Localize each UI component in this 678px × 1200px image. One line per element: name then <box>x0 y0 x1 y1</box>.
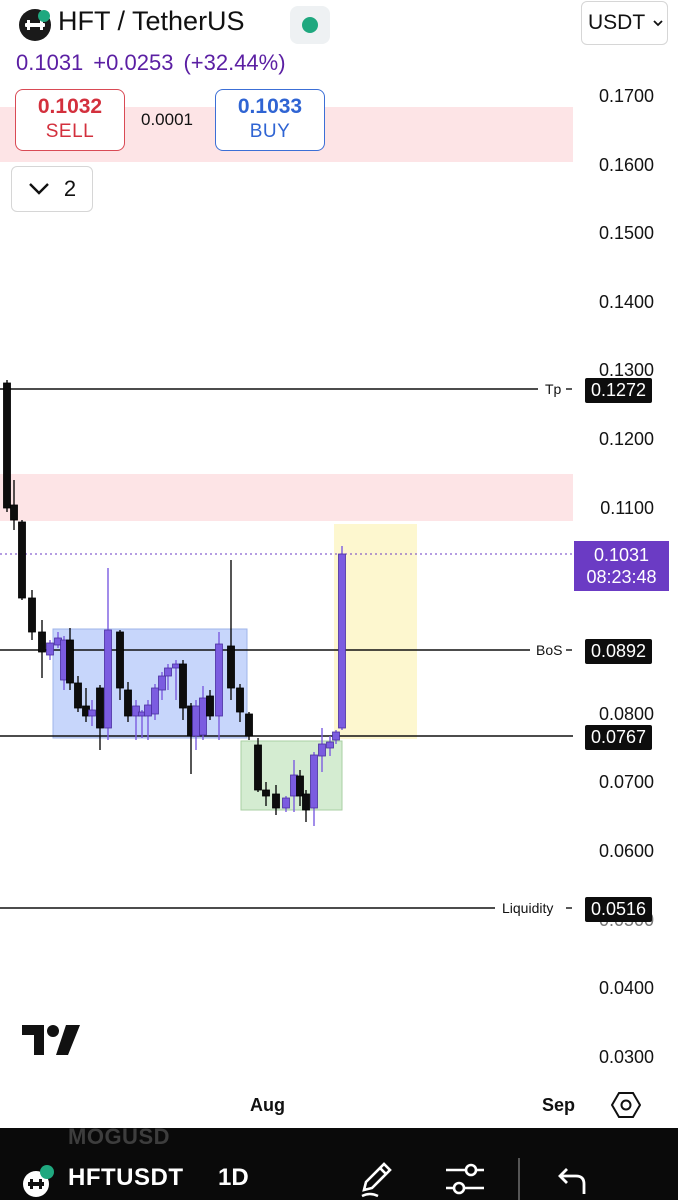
toolbar-divider <box>518 1158 520 1200</box>
candle-body <box>254 744 262 791</box>
supply-zone-mid <box>0 474 573 521</box>
sell-button[interactable]: 0.1032 SELL <box>15 89 125 151</box>
candle-body <box>172 663 180 669</box>
candle-body <box>272 793 280 809</box>
price-tick: 0.0600 <box>598 841 654 861</box>
candle-body <box>326 741 334 749</box>
currency-value: USDT <box>588 11 646 34</box>
candle-body <box>282 797 290 809</box>
candle-body <box>116 631 124 689</box>
page-title[interactable]: HFT / TetherUS <box>58 6 245 36</box>
price-tick: 0.1100 <box>600 498 654 518</box>
support-price-badge: 0.0767 <box>585 725 653 750</box>
liquidity-price-badge: 0.0516 <box>585 897 653 922</box>
interval-selector[interactable]: 1D <box>218 1164 249 1191</box>
price-tick: 0.0400 <box>598 978 654 998</box>
price-tick: 0.1700 <box>598 86 654 106</box>
chevron-down-icon <box>29 183 49 195</box>
candles <box>3 380 346 826</box>
chevron-down-icon <box>653 20 663 27</box>
sell-label: SELL <box>45 121 95 142</box>
liquidity-label: Liquidity <box>502 900 554 916</box>
price-tick: 0.0800 <box>598 704 654 724</box>
target-zone <box>334 524 417 739</box>
price-summary: 0.1031 +0.0253 (+32.44%) <box>16 50 296 76</box>
current-price-value: 0.1031 <box>593 545 650 565</box>
candle-body <box>215 643 223 717</box>
candle-body <box>18 521 26 599</box>
candle-body <box>206 695 214 717</box>
bottom-toolbar <box>0 1128 678 1200</box>
buy-label: BUY <box>249 121 291 142</box>
candle-body <box>46 642 54 656</box>
price-tick: 0.1400 <box>598 292 654 312</box>
last-price: 0.1031 <box>16 50 84 75</box>
candle-body <box>262 789 270 797</box>
current-price-badge: 0.1031 08:23:48 <box>574 541 669 591</box>
candle-body <box>227 645 235 689</box>
bos-price-badge: 0.0892 <box>585 639 653 664</box>
candle-body <box>74 682 82 709</box>
candle-body <box>179 663 187 709</box>
price-change-pct: (+32.44%) <box>183 50 286 75</box>
buy-price: 0.1033 <box>237 95 303 118</box>
price-tick: 0.1500 <box>598 223 654 243</box>
candle-body <box>104 629 112 729</box>
price-change: +0.0253 <box>93 50 174 75</box>
sell-price: 0.1032 <box>37 95 103 118</box>
candle-body <box>66 639 74 684</box>
candle-body <box>38 631 46 653</box>
chart-settings-icon[interactable] <box>611 1091 641 1119</box>
candle-body <box>144 704 152 717</box>
candle-body <box>199 697 207 736</box>
price-tick: 0.1600 <box>598 155 654 175</box>
candle-body <box>158 675 166 691</box>
sliders-icon[interactable] <box>444 1160 486 1198</box>
candle-body <box>124 689 132 717</box>
candle-body <box>245 713 253 737</box>
previous-symbol-peek: MOGUSD <box>68 1124 170 1149</box>
candle-body <box>151 687 159 715</box>
tp-label: Tp <box>545 381 562 397</box>
price-tick: 0.1200 <box>598 429 654 449</box>
candle-body <box>10 504 18 521</box>
candle-countdown: 08:23:48 <box>586 567 657 587</box>
candle-body <box>28 597 36 633</box>
candle-body <box>164 667 172 677</box>
candle-body <box>338 553 346 729</box>
candle-body <box>88 709 96 717</box>
candle-body <box>318 743 326 757</box>
bos-label: BoS <box>536 642 563 658</box>
candle-body <box>302 793 310 811</box>
candle-body <box>296 775 304 797</box>
price-tick: 0.1300 <box>598 360 654 380</box>
candle-body <box>132 705 140 717</box>
symbol-selector[interactable]: HFTUSDT <box>68 1164 184 1191</box>
candle-body <box>310 754 318 809</box>
tp-price-badge: 0.1272 <box>585 378 653 403</box>
indicators-toggle-button[interactable]: 2 <box>11 166 93 212</box>
tradingview-logo-icon[interactable] <box>22 1025 80 1055</box>
spread-value: 0.0001 <box>141 110 193 129</box>
currency-select[interactable]: USDT <box>581 1 668 45</box>
hft-logo-icon <box>18 8 52 42</box>
candle-body <box>192 705 200 737</box>
price-tick: 0.0700 <box>598 772 654 792</box>
hft-logo-icon <box>23 1165 54 1197</box>
candle-body <box>3 382 11 509</box>
candle-body <box>236 687 244 713</box>
candle-body <box>96 687 104 729</box>
candle-body <box>332 731 340 741</box>
time-label-aug: Aug <box>250 1095 285 1115</box>
buy-button[interactable]: 0.1033 BUY <box>215 89 325 151</box>
pencil-icon[interactable] <box>356 1158 396 1198</box>
time-label-sep: Sep <box>542 1095 576 1115</box>
price-chart[interactable] <box>0 0 678 1128</box>
indicators-count: 2 <box>63 176 77 201</box>
undo-icon[interactable] <box>556 1166 588 1194</box>
market-status-icon[interactable] <box>290 6 330 44</box>
price-tick: 0.0300 <box>598 1047 654 1067</box>
